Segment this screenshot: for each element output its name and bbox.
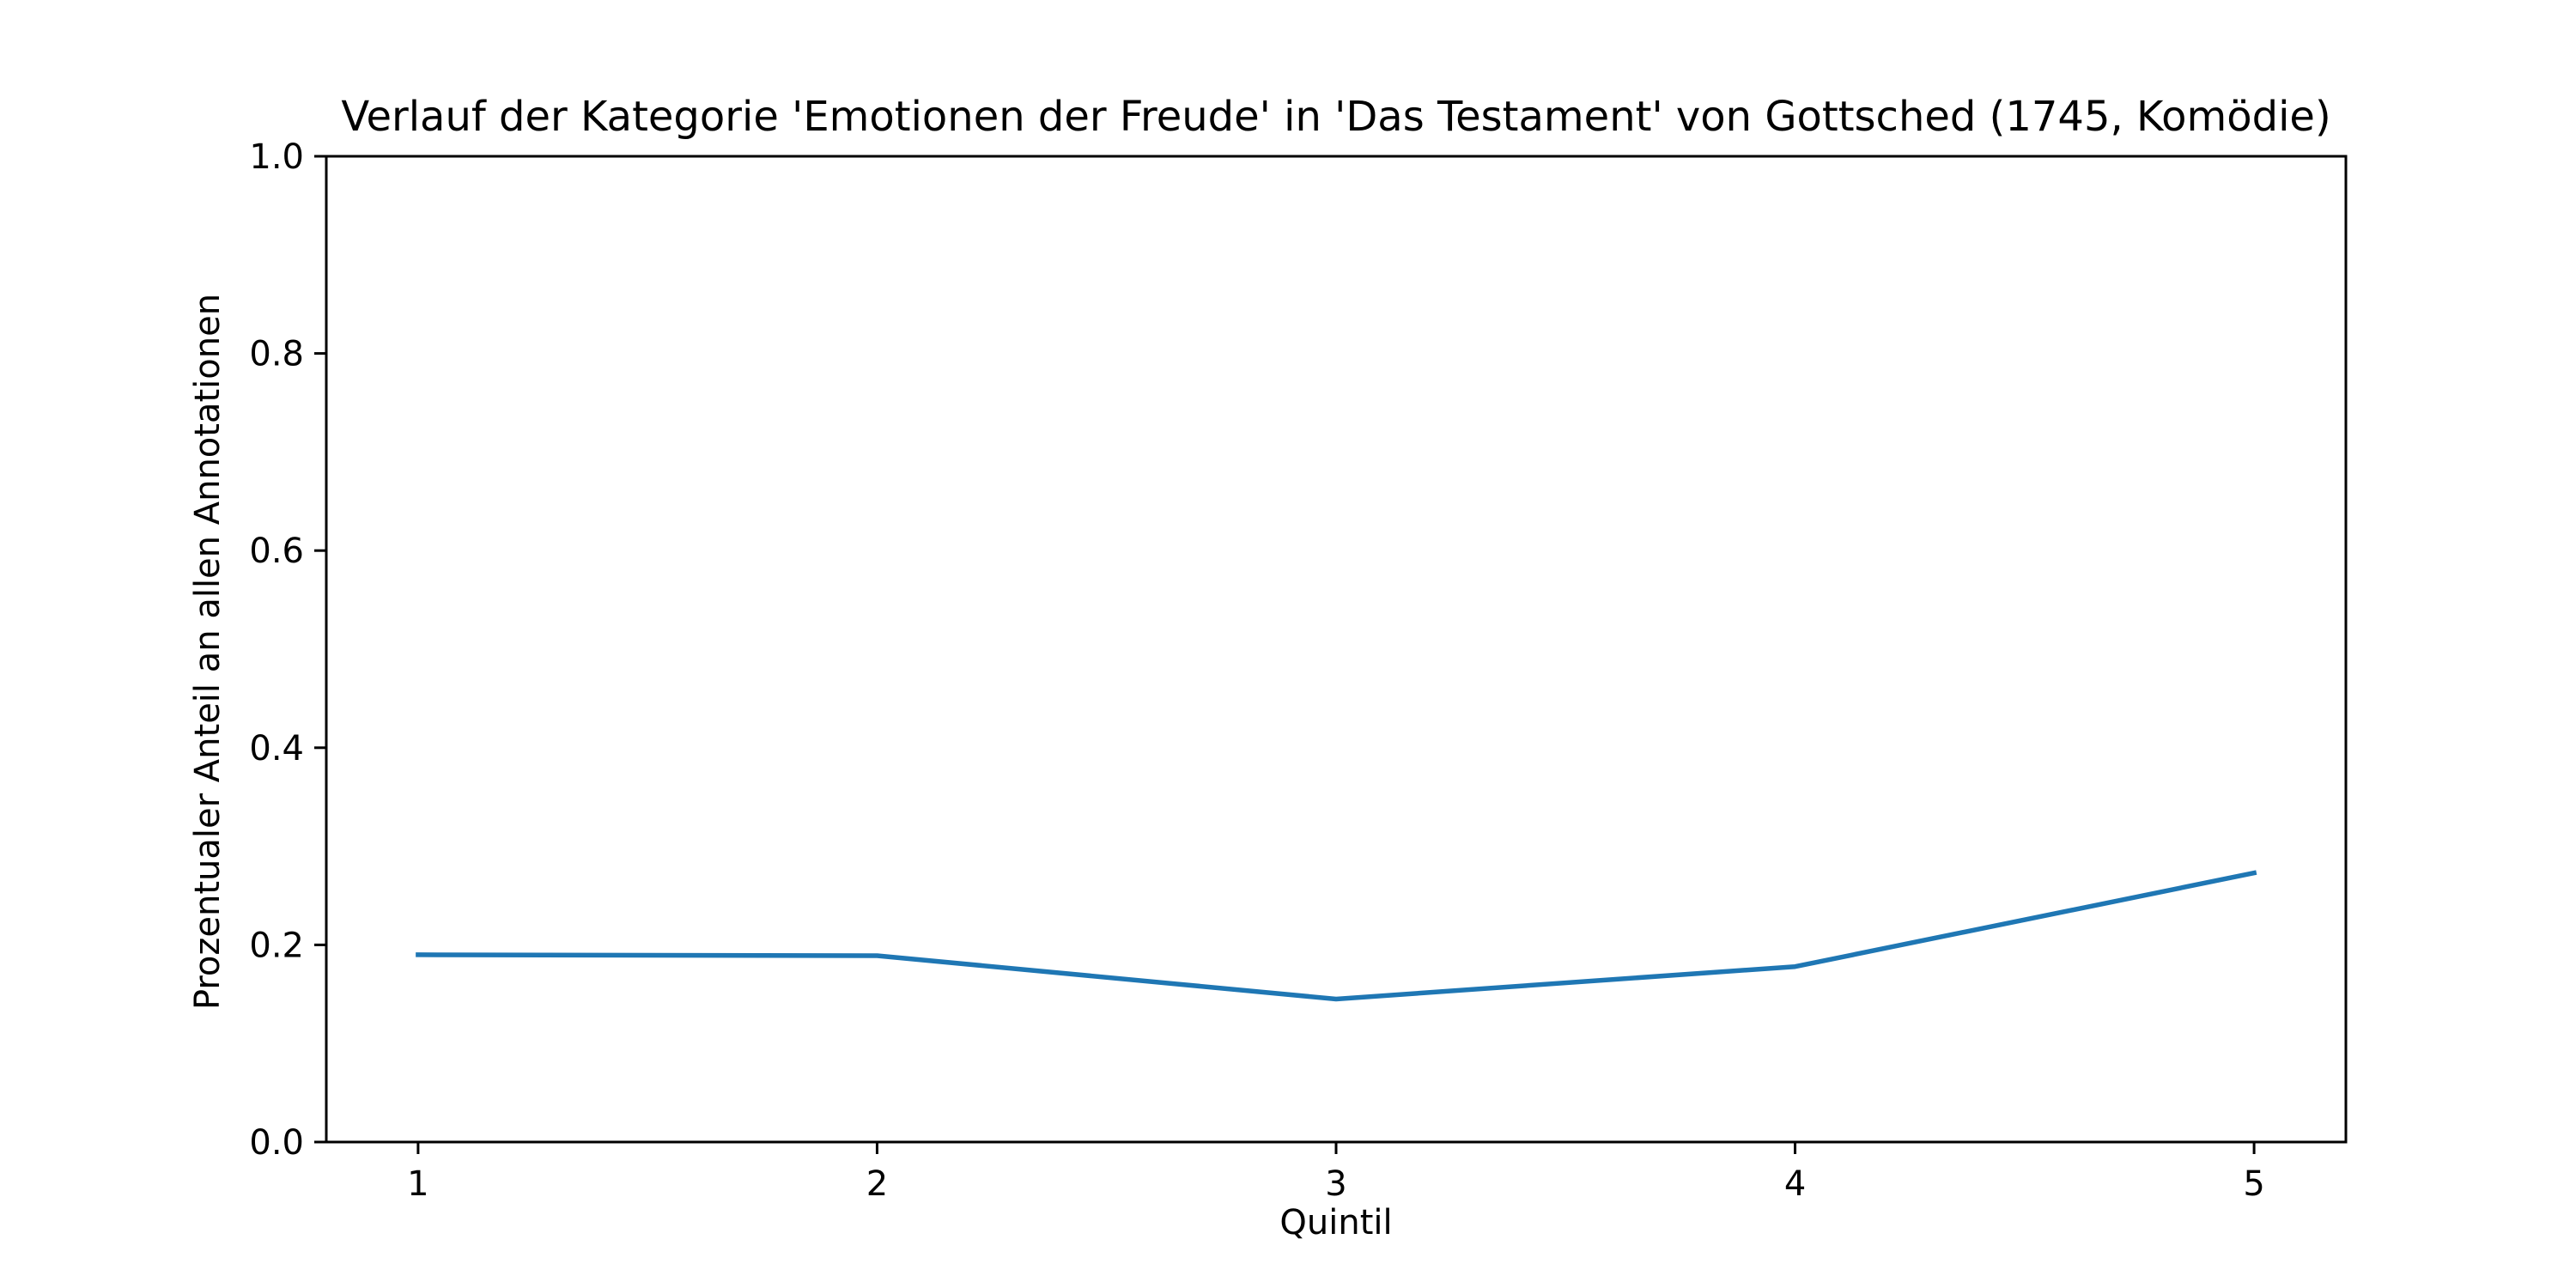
y-tick-label: 0.8 <box>249 335 304 374</box>
y-tick-label: 0.2 <box>249 926 304 965</box>
x-axis-label: Quintil <box>1279 1203 1392 1242</box>
plot-content <box>416 870 2257 1002</box>
x-tick-label: 1 <box>407 1164 428 1204</box>
x-tick-label: 2 <box>866 1164 888 1204</box>
y-tick-label: 0.0 <box>249 1123 304 1163</box>
x-tick-label: 3 <box>1325 1164 1346 1204</box>
y-axis-label: Prozentualer Anteil an allen Annotatione… <box>188 294 228 1010</box>
x-axis-ticks: 1 2 3 4 5 <box>407 1142 2265 1204</box>
x-tick-label: 5 <box>2243 1164 2264 1204</box>
x-tick-label: 4 <box>1784 1164 1806 1204</box>
y-tick-label: 0.6 <box>249 532 304 571</box>
chart-title: Verlauf der Kategorie 'Emotionen der Fre… <box>341 93 2330 141</box>
y-tick-label: 0.4 <box>249 729 304 769</box>
series-line <box>416 870 2257 1002</box>
y-tick-label: 1.0 <box>249 137 304 177</box>
y-axis-ticks: 0.0 0.2 0.4 0.6 0.8 1.0 <box>249 137 326 1163</box>
